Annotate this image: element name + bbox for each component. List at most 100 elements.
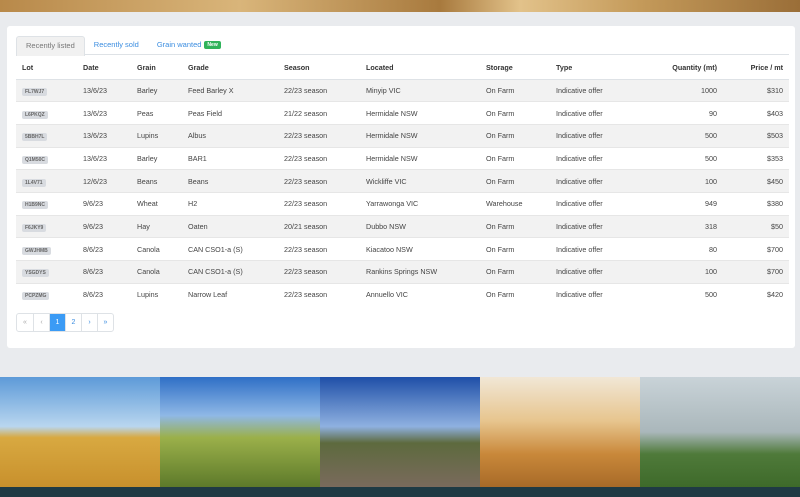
table-row[interactable]: H1B9NC 9/6/23 Wheat H2 22/23 season Yarrawong… xyxy=(16,191,789,216)
cell-grain: Canola xyxy=(131,237,182,261)
cell-type: Indicative offer xyxy=(550,123,640,148)
lot-badge: L6PKQZ xyxy=(22,110,48,119)
cell-lot: GWJHMB xyxy=(16,237,77,261)
cell-grain: Lupins xyxy=(131,123,182,148)
cell-price: $403 xyxy=(723,101,789,125)
cell-quantity: 500 xyxy=(640,282,723,306)
tab-recently-listed[interactable]: Recently listed xyxy=(16,36,85,56)
cell-grain: Lupins xyxy=(131,282,182,306)
cell-grade: CAN CSO1-a (S) xyxy=(182,237,278,261)
cell-season: 22/23 season xyxy=(278,146,360,170)
col-grain: Grain xyxy=(131,56,182,80)
cell-type: Indicative offer xyxy=(550,260,640,284)
cell-type: Indicative offer xyxy=(550,191,640,216)
cell-season: 22/23 season xyxy=(278,260,360,284)
cell-lot: F6JKY9 xyxy=(16,214,77,238)
photo-strip xyxy=(0,377,800,487)
new-badge: New xyxy=(204,41,221,49)
col-season: Season xyxy=(278,56,360,80)
col-located: Located xyxy=(360,56,480,80)
cell-quantity: 949 xyxy=(640,191,723,216)
col-storage: Storage xyxy=(480,56,550,80)
col-price: Price / mt xyxy=(723,56,789,80)
table-row[interactable]: GWJHMB 8/6/23 Canola CAN CSO1-a (S) 22/23 se… xyxy=(16,237,789,261)
cell-storage: Warehouse xyxy=(480,191,550,216)
lot-badge: F6JKY9 xyxy=(22,223,47,232)
cell-lot: H1B9NC xyxy=(16,191,77,216)
table-row[interactable]: 5BBH7L 13/6/23 Lupins Albus 22/23 season Herm… xyxy=(16,123,789,148)
cell-grain: Barley xyxy=(131,78,182,102)
cell-storage: On Farm xyxy=(480,237,550,261)
cell-season: 22/23 season xyxy=(278,237,360,261)
cell-date: 13/6/23 xyxy=(77,78,131,102)
listing-tabs: Recently listed Recently sold Grain want… xyxy=(16,36,789,56)
cell-date: 9/6/23 xyxy=(77,191,131,216)
cell-grain: Wheat xyxy=(131,191,182,216)
tab-recently-sold[interactable]: Recently sold xyxy=(93,40,139,49)
tab-grain-wanted[interactable]: Grain wanted New xyxy=(148,36,230,54)
next-page-button[interactable]: › xyxy=(81,314,97,331)
prev-page-button[interactable]: ‹ xyxy=(33,314,49,331)
cell-price: $700 xyxy=(723,237,789,261)
cell-price: $503 xyxy=(723,123,789,148)
cell-quantity: 80 xyxy=(640,237,723,261)
page-2-button[interactable]: 2 xyxy=(65,314,81,331)
cell-located: Hermidale NSW xyxy=(360,123,480,148)
cell-located: Annuello VIC xyxy=(360,282,480,306)
cell-season: 22/23 season xyxy=(278,282,360,306)
cell-price: $353 xyxy=(723,146,789,170)
listings-card: Recently listed Recently sold Grain want… xyxy=(7,26,795,348)
cell-grade: CAN CSO1-a (S) xyxy=(182,260,278,284)
col-date: Date xyxy=(77,56,131,80)
cell-quantity: 318 xyxy=(640,214,723,238)
cell-grade: BAR1 xyxy=(182,146,278,170)
cell-lot: Q1M50C xyxy=(16,146,77,170)
cell-season: 20/21 season xyxy=(278,214,360,238)
table-row[interactable]: 1L4V71 12/6/23 Beans Beans 22/23 season Wickl… xyxy=(16,169,789,193)
cell-season: 22/23 season xyxy=(278,169,360,193)
cell-grade: Narrow Leaf xyxy=(182,282,278,306)
cell-grain: Canola xyxy=(131,260,182,284)
cell-located: Dubbo NSW xyxy=(360,214,480,238)
harvester-photo xyxy=(0,377,160,487)
table-row[interactable]: L6PKQZ 13/6/23 Peas Peas Field 21/22 season H… xyxy=(16,101,789,125)
lot-badge: YSGDYS xyxy=(22,269,49,278)
cell-date: 13/6/23 xyxy=(77,101,131,125)
cell-grain: Barley xyxy=(131,146,182,170)
col-lot: Lot xyxy=(16,56,77,80)
cell-storage: On Farm xyxy=(480,146,550,170)
cell-storage: On Farm xyxy=(480,282,550,306)
table-row[interactable]: Q1M50C 13/6/23 Barley BAR1 22/23 season Hermi… xyxy=(16,146,789,170)
cell-quantity: 100 xyxy=(640,169,723,193)
cell-type: Indicative offer xyxy=(550,146,640,170)
cell-price: $700 xyxy=(723,260,789,284)
cell-located: Rankins Springs NSW xyxy=(360,260,480,284)
cell-located: Wickliffe VIC xyxy=(360,169,480,193)
cell-lot: 5BBH7L xyxy=(16,123,77,148)
page-1-button[interactable]: 1 xyxy=(49,314,65,331)
cell-season: 22/23 season xyxy=(278,191,360,216)
cell-quantity: 500 xyxy=(640,123,723,148)
cell-storage: On Farm xyxy=(480,169,550,193)
table-row[interactable]: YSGDYS 8/6/23 Canola CAN CSO1-a (S) 22/23 se… xyxy=(16,260,789,284)
first-page-button[interactable]: « xyxy=(23,319,27,326)
cell-grade: Oaten xyxy=(182,214,278,238)
cell-price: $420 xyxy=(723,282,789,306)
cell-type: Indicative offer xyxy=(550,282,640,306)
cell-lot: L6PKQZ xyxy=(16,101,77,125)
last-page-button[interactable]: » xyxy=(97,314,113,331)
cell-located: Yarrawonga VIC xyxy=(360,191,480,216)
listings-table: Lot Date Grain Grade Season Located Stor… xyxy=(16,56,789,306)
cell-date: 13/6/23 xyxy=(77,146,131,170)
wheat-field-photo xyxy=(160,377,320,487)
cell-storage: On Farm xyxy=(480,214,550,238)
cell-grain: Beans xyxy=(131,169,182,193)
table-row[interactable]: FL7WJ7 13/6/23 Barley Feed Barley X 22/23 se… xyxy=(16,78,789,102)
table-row[interactable]: PCPZMG 8/6/23 Lupins Narrow Leaf 22/23 seaso… xyxy=(16,282,789,306)
cell-quantity: 1000 xyxy=(640,78,723,102)
cell-grade: Peas Field xyxy=(182,101,278,125)
cell-lot: 1L4V71 xyxy=(16,169,77,193)
cell-date: 8/6/23 xyxy=(77,260,131,284)
cell-price: $310 xyxy=(723,78,789,102)
table-row[interactable]: F6JKY9 9/6/23 Hay Oaten 20/21 season Dubbo NS… xyxy=(16,214,789,238)
